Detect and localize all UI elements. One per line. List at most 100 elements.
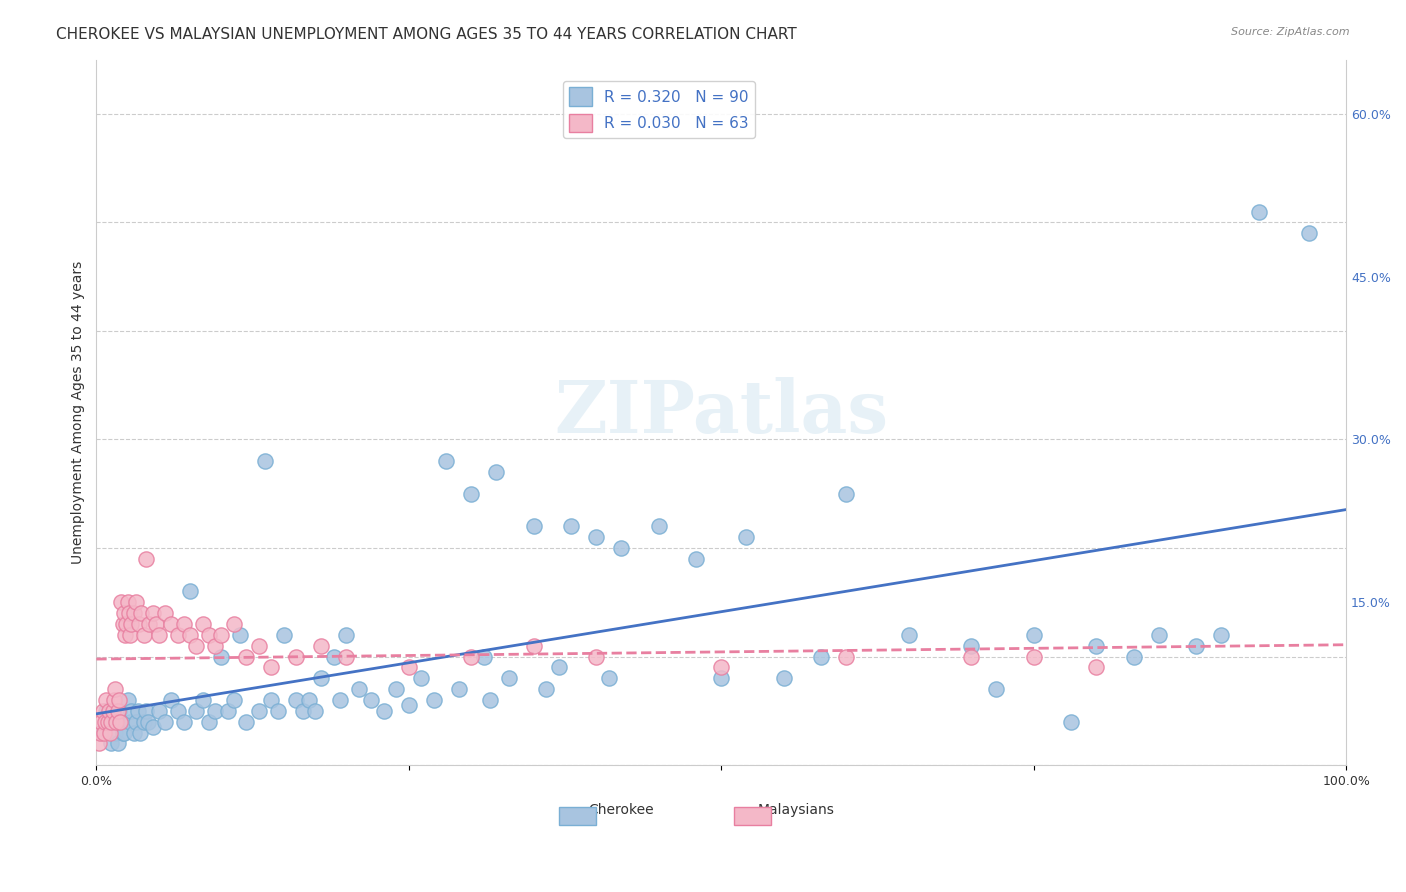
Text: Malaysians: Malaysians [758, 804, 835, 817]
Point [209, 649, 232, 664]
Point [304, 704, 326, 718]
Point [585, 649, 607, 664]
Point [479, 693, 502, 707]
Point [97, 704, 120, 718]
Point [90, 714, 112, 729]
Point [118, 606, 141, 620]
Point [1022, 649, 1045, 664]
Point [247, 639, 270, 653]
Point [260, 693, 283, 707]
Text: Cherokee: Cherokee [589, 804, 654, 817]
Point [131, 606, 153, 620]
Point [897, 628, 920, 642]
Point [114, 628, 136, 642]
Point [472, 649, 495, 664]
Point [198, 628, 221, 642]
Point [122, 606, 145, 620]
Point [285, 693, 308, 707]
Point [142, 606, 165, 620]
Point [398, 660, 420, 674]
Point [485, 465, 508, 479]
Point [108, 693, 131, 707]
Point [191, 617, 214, 632]
Point [135, 552, 157, 566]
Point [148, 704, 170, 718]
Point [835, 487, 858, 501]
Point [117, 693, 139, 707]
Point [209, 628, 232, 642]
Point [98, 725, 121, 739]
Point [536, 682, 558, 697]
Point [235, 714, 257, 729]
Point [254, 454, 277, 468]
Point [610, 541, 633, 555]
Point [460, 487, 482, 501]
Point [460, 649, 482, 664]
Point [222, 693, 245, 707]
Point [112, 725, 135, 739]
Point [1211, 628, 1233, 642]
Point [523, 519, 546, 533]
Text: Source: ZipAtlas.com: Source: ZipAtlas.com [1232, 27, 1350, 37]
Point [103, 693, 125, 707]
Point [111, 617, 134, 632]
Legend: R = 0.320   N = 90, R = 0.030   N = 63: R = 0.320 N = 90, R = 0.030 N = 63 [562, 81, 755, 138]
Point [291, 704, 314, 718]
Point [111, 725, 134, 739]
Point [138, 617, 160, 632]
Point [120, 628, 142, 642]
Point [1060, 714, 1083, 729]
Point [1085, 639, 1108, 653]
Point [266, 704, 288, 718]
Point [311, 639, 333, 653]
Point [685, 552, 707, 566]
Point [112, 606, 135, 620]
Point [115, 617, 138, 632]
Point [91, 704, 114, 718]
Point [179, 628, 201, 642]
Point [142, 720, 165, 734]
Point [110, 714, 132, 729]
Point [93, 725, 115, 739]
Point [166, 628, 188, 642]
Point [94, 714, 117, 729]
Point [204, 639, 226, 653]
Point [498, 671, 520, 685]
Point [710, 660, 733, 674]
Point [107, 704, 129, 718]
Point [347, 682, 370, 697]
Point [1147, 628, 1170, 642]
Point [434, 454, 457, 468]
Point [810, 649, 832, 664]
Point [166, 704, 188, 718]
Point [1185, 639, 1208, 653]
Point [648, 519, 671, 533]
Point [229, 628, 252, 642]
Point [179, 584, 201, 599]
Point [735, 530, 758, 544]
Point [153, 606, 176, 620]
Point [560, 519, 582, 533]
Point [101, 704, 124, 718]
Point [104, 682, 127, 697]
Point [335, 649, 357, 664]
Point [772, 671, 794, 685]
Point [273, 628, 295, 642]
Point [198, 714, 221, 729]
Point [120, 704, 142, 718]
Point [96, 704, 118, 718]
Point [100, 714, 122, 729]
Point [585, 530, 607, 544]
Point [173, 617, 195, 632]
Point [247, 704, 270, 718]
Text: CHEROKEE VS MALAYSIAN UNEMPLOYMENT AMONG AGES 35 TO 44 YEARS CORRELATION CHART: CHEROKEE VS MALAYSIAN UNEMPLOYMENT AMONG… [56, 27, 797, 42]
Point [360, 693, 382, 707]
Point [129, 725, 152, 739]
Point [235, 649, 257, 664]
Point [104, 725, 127, 739]
Point [97, 714, 120, 729]
Point [91, 725, 114, 739]
Point [335, 628, 357, 642]
Point [835, 649, 858, 664]
Point [960, 639, 983, 653]
